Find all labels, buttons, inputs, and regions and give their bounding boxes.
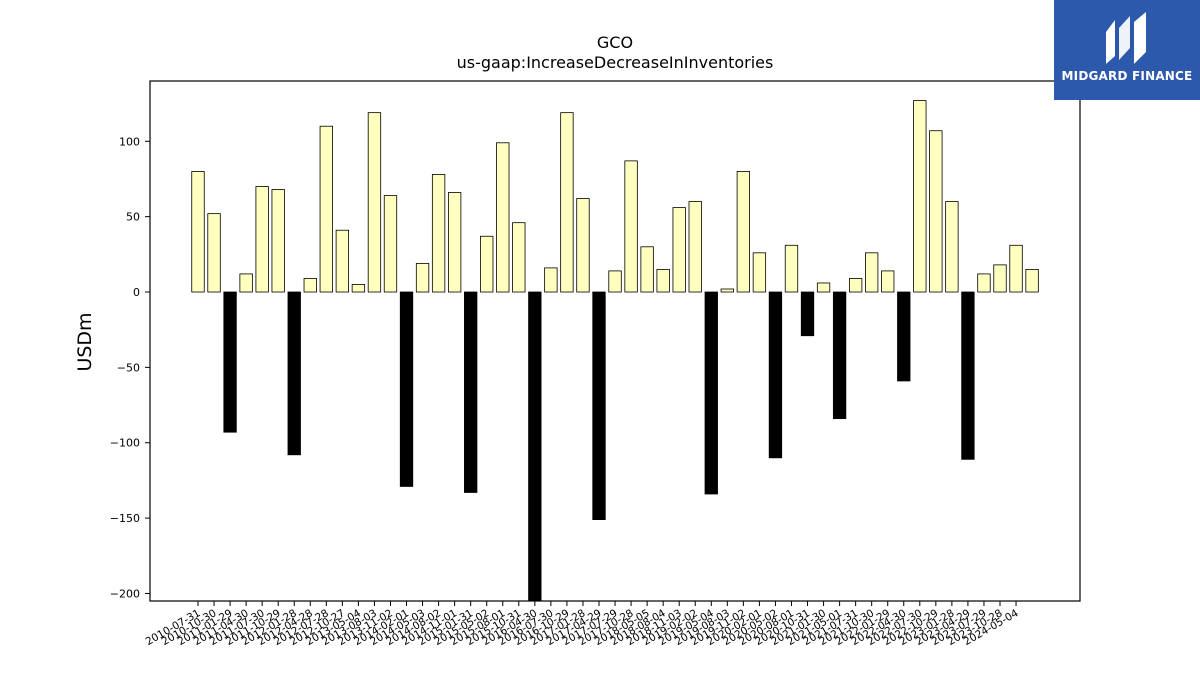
bar (399, 291, 414, 487)
bar (255, 186, 269, 293)
plot-frame (149, 80, 1081, 602)
bar (367, 112, 382, 293)
y-tick-label: 50 (126, 211, 140, 224)
bar (656, 269, 670, 293)
bar (977, 273, 991, 293)
bar (335, 229, 350, 293)
y-tick-label: −50 (117, 361, 140, 374)
bar (720, 288, 734, 293)
bar (784, 244, 799, 293)
bar (512, 222, 526, 293)
brand-badge: MIDGARD FINANCE (1054, 0, 1200, 100)
bar (897, 291, 911, 382)
bar (961, 291, 975, 460)
y-tick-label: −150 (110, 512, 140, 525)
bar (736, 171, 751, 293)
bar (608, 270, 622, 293)
bar (704, 291, 718, 495)
bar (223, 291, 237, 433)
bar (496, 142, 510, 293)
bar (800, 291, 815, 337)
bar (816, 282, 831, 293)
bar (431, 174, 446, 293)
bar (383, 195, 398, 293)
bars-group (191, 100, 1039, 602)
y-axis-ticks: 100 50 0 −50 −100 −150 −200 (110, 135, 150, 600)
bar (832, 291, 847, 420)
bar (447, 192, 462, 293)
chart-title: GCO (597, 33, 633, 52)
midgard-logo-icon (1106, 12, 1146, 64)
bar (480, 235, 494, 293)
bar (848, 278, 863, 293)
bar (688, 201, 702, 293)
y-axis-label: USDm (74, 312, 96, 371)
bar (592, 291, 606, 521)
bar (287, 291, 301, 456)
bar (544, 267, 558, 293)
bar (464, 291, 478, 493)
bar (752, 252, 767, 293)
bar (319, 125, 333, 293)
bar (865, 252, 879, 293)
y-tick-label: −100 (110, 437, 140, 450)
bar (528, 291, 542, 602)
bar (640, 246, 654, 293)
y-tick-label: 0 (133, 286, 140, 299)
bar (624, 160, 638, 293)
chart-subtitle: us-gaap:IncreaseDecreaseInInventories (457, 53, 774, 72)
bar (239, 273, 253, 293)
bar (1009, 244, 1023, 293)
bar (881, 270, 895, 293)
bar (929, 130, 943, 293)
bar (207, 213, 221, 293)
bar (1025, 269, 1039, 293)
bar (191, 171, 205, 293)
bar (351, 284, 366, 293)
y-tick-label: 100 (119, 135, 140, 148)
bar (303, 278, 317, 293)
brand-name: MIDGARD FINANCE (1061, 69, 1193, 83)
bar (945, 201, 959, 293)
bar (271, 189, 285, 293)
bar (768, 291, 783, 459)
bar (415, 262, 430, 293)
bar (560, 112, 574, 293)
bar (672, 207, 686, 293)
bar (913, 100, 927, 293)
bar (576, 198, 590, 293)
bar (993, 264, 1007, 293)
y-tick-label: −200 (110, 587, 140, 600)
x-axis-ticks: 2010-07-312010-10-302011-01-292011-04-30… (144, 601, 1021, 648)
